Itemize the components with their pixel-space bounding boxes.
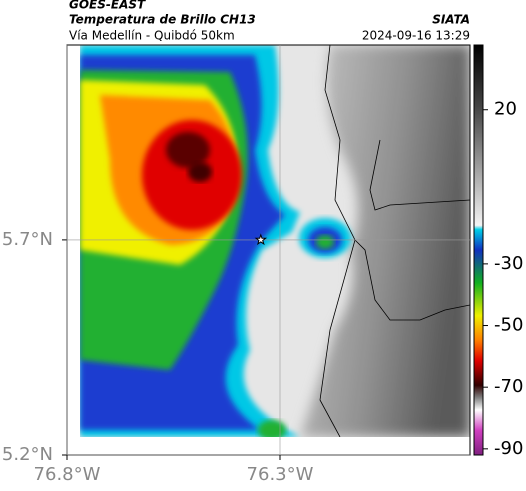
satellite-image	[80, 45, 470, 437]
route: Vía Medellín - Quibdó 50km	[69, 29, 235, 43]
x-tick-label: 76.3°W	[247, 464, 314, 485]
colorbar-tick-label: -70	[494, 376, 523, 397]
y-tick-label: 5.7°N	[2, 229, 53, 250]
colorbar-tick-label: 20	[494, 99, 517, 120]
colorbar	[473, 44, 484, 456]
colorbar-tick-label: -50	[494, 315, 523, 336]
colorbar-tick-label: -90	[494, 438, 523, 459]
source: SIATA	[432, 13, 470, 27]
subtitle: Temperatura de Brillo CH13	[69, 13, 256, 27]
location-marker	[254, 233, 268, 246]
x-tick-label: 76.8°W	[34, 464, 101, 485]
colorbar-tick-label: -30	[494, 253, 523, 274]
title: GOES-EAST	[69, 0, 146, 12]
y-tick-label: 5.2°N	[2, 444, 53, 465]
timestamp: 2024-09-16 13:29	[362, 29, 470, 43]
